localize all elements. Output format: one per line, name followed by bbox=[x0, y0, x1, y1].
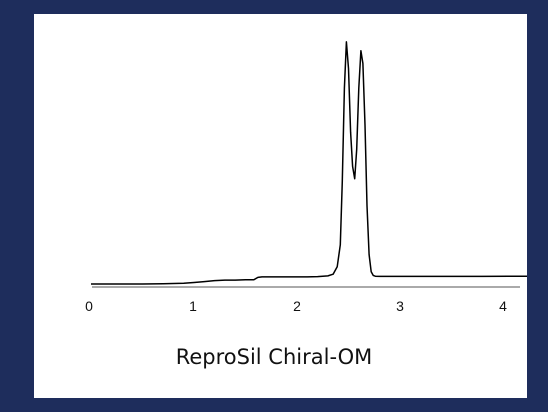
x-tick-label: 0 bbox=[85, 298, 93, 314]
x-tick-labels: 0 1 2 3 4 bbox=[85, 298, 507, 314]
chart-title: ReproSil Chiral-OM bbox=[176, 345, 373, 369]
chart-card: 0 1 2 3 4 ReproSil Chiral-OM bbox=[34, 14, 527, 398]
x-tick-label: 1 bbox=[189, 298, 197, 314]
x-tick-label: 4 bbox=[499, 298, 507, 314]
chromatogram-chart: 0 1 2 3 4 ReproSil Chiral-OM bbox=[85, 41, 527, 369]
x-tick-label: 3 bbox=[396, 298, 404, 314]
chromatogram-trace bbox=[91, 41, 527, 285]
x-tick-label: 2 bbox=[293, 298, 301, 314]
